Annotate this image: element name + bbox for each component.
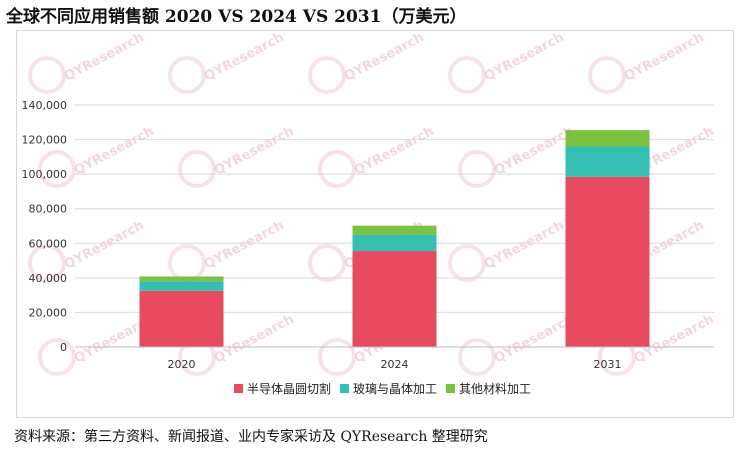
watermark-logo-icon (318, 338, 356, 376)
watermark: QYResearch (448, 31, 567, 94)
watermark: QYResearch (448, 218, 567, 282)
watermark-text: QYResearch (492, 124, 577, 179)
watermark-logo-icon (588, 56, 626, 94)
watermark-logo-icon (168, 244, 206, 282)
watermark-logo-icon (458, 150, 496, 188)
watermark-logo-icon (448, 244, 486, 282)
watermark: QYResearch (168, 31, 287, 94)
watermark-text: QYResearch (622, 31, 707, 85)
legend: 半导体晶圆切割 玻璃与晶体加工 其他材料加工 (234, 381, 531, 396)
watermark-text: QYResearch (492, 312, 577, 367)
y-tick-label: 0 (60, 341, 67, 354)
watermark-logo-icon (28, 244, 66, 282)
bar-segment (565, 130, 650, 147)
watermark-text: QYResearch (202, 218, 287, 273)
bar-segment (139, 276, 224, 282)
legend-swatch (446, 384, 455, 393)
watermark-text: QYResearch (212, 312, 297, 367)
chart-area: QYResearch QYResearch QYResearch QYResearch… (16, 30, 734, 418)
y-tick-label: 80,000 (29, 203, 68, 216)
watermark: QYResearch (178, 124, 297, 188)
watermark-text: QYResearch (482, 218, 567, 273)
bars (139, 130, 650, 347)
y-tick-label: 100,000 (22, 168, 68, 181)
watermark-text: QYResearch (352, 124, 437, 179)
watermark-logo-icon (38, 338, 76, 376)
y-tick-label: 40,000 (29, 272, 68, 285)
watermark-text: QYResearch (212, 124, 297, 179)
source-note: 资料来源：第三方资料、新闻报道、业内专家采访及 QYResearch 整理研究 (14, 429, 488, 445)
stacked-bar-chart: QYResearch QYResearch QYResearch QYResearch… (22, 31, 717, 396)
watermark: QYResearch (318, 124, 437, 188)
watermark-logo-icon (28, 56, 66, 94)
x-tick-label: 2020 (168, 358, 196, 371)
watermark: QYResearch (458, 124, 577, 188)
watermark-logo-icon (318, 150, 356, 188)
bar-segment (352, 251, 437, 347)
y-tick-label: 140,000 (22, 99, 68, 112)
bar-segment (139, 290, 224, 347)
bar-segment (565, 146, 650, 177)
watermark-text: QYResearch (482, 31, 567, 85)
watermark: QYResearch (38, 312, 157, 376)
watermark-logo-icon (308, 244, 346, 282)
legend-label: 半导体晶圆切割 (247, 381, 331, 396)
y-tick-label: 20,000 (29, 306, 68, 319)
chart-title: 全球不同应用销售额 2020 VS 2024 VS 2031（万美元） (6, 7, 467, 27)
watermark-logo-icon (38, 150, 76, 188)
watermark-logo-icon (448, 56, 486, 94)
bar-segment (352, 225, 437, 235)
x-tick-label: 2024 (381, 358, 409, 371)
y-tick-label: 120,000 (22, 134, 68, 147)
watermark-text: QYResearch (202, 31, 287, 85)
bar-segment (352, 234, 437, 252)
watermark-text: QYResearch (72, 124, 157, 179)
watermark-logo-icon (458, 338, 496, 376)
legend-swatch (340, 384, 349, 393)
watermark-logo-icon (308, 56, 346, 94)
x-tick-label: 2031 (594, 358, 622, 371)
watermark: QYResearch (308, 31, 427, 94)
y-tick-label: 60,000 (29, 237, 68, 250)
bar-segment (565, 176, 650, 347)
watermark: QYResearch (28, 31, 147, 94)
legend-label: 玻璃与晶体加工 (353, 382, 437, 396)
legend-label: 其他材料加工 (459, 382, 531, 396)
watermark: QYResearch (168, 218, 287, 282)
watermark: QYResearch (458, 312, 577, 376)
watermark-text: QYResearch (62, 31, 147, 85)
bar-segment (139, 281, 224, 291)
watermark-logo-icon (168, 56, 206, 94)
watermark-logo-icon (178, 150, 216, 188)
watermark: QYResearch (588, 31, 707, 94)
legend-swatch (234, 384, 243, 393)
watermark-text: QYResearch (62, 218, 147, 273)
watermark-text: QYResearch (342, 31, 427, 85)
axes: 0 20,000 40,000 60,000 80,000 100,000 120,000 1… (22, 99, 714, 371)
